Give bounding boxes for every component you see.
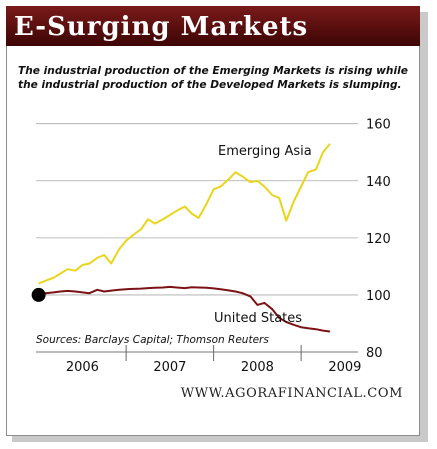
y-tick-label: 160 bbox=[366, 118, 391, 133]
source-note: Sources: Barclays Capital; Thomson Reute… bbox=[36, 334, 269, 346]
series-lines bbox=[31, 143, 331, 333]
y-tick-label: 140 bbox=[366, 175, 391, 190]
chart-panel bbox=[6, 6, 420, 436]
subtitle-line-1: The industrial production of the Emergin… bbox=[18, 65, 408, 77]
y-tick-label: 100 bbox=[366, 289, 391, 304]
series-line-emerging-asia bbox=[38, 143, 331, 285]
y-tick-label: 120 bbox=[366, 232, 391, 247]
subtitle-line-2: the industrial production of the Develop… bbox=[18, 79, 402, 91]
y-axis: 80 100 120 140 160 bbox=[366, 118, 391, 361]
x-tick-label: 2008 bbox=[241, 360, 274, 375]
x-axis: 2006 2007 2008 2009 bbox=[36, 345, 361, 375]
x-tick-label: 2006 bbox=[66, 360, 99, 375]
start-marker bbox=[31, 287, 46, 302]
series-label-emerging-asia: Emerging Asia bbox=[218, 144, 312, 159]
website-url: WWW.AGORAFINANCIAL.COM bbox=[180, 386, 403, 401]
series-line-united-states bbox=[38, 285, 331, 333]
chart-subtitle: The industrial production of the Emergin… bbox=[18, 64, 418, 92]
series-label-united-states: United States bbox=[214, 311, 302, 326]
x-tick-label: 2009 bbox=[328, 360, 361, 375]
page-title: E-Surging Markets bbox=[6, 6, 420, 46]
y-tick-label: 80 bbox=[366, 346, 383, 361]
series-labels: Emerging Asia United States bbox=[214, 144, 312, 326]
x-tick-label: 2007 bbox=[153, 360, 186, 375]
